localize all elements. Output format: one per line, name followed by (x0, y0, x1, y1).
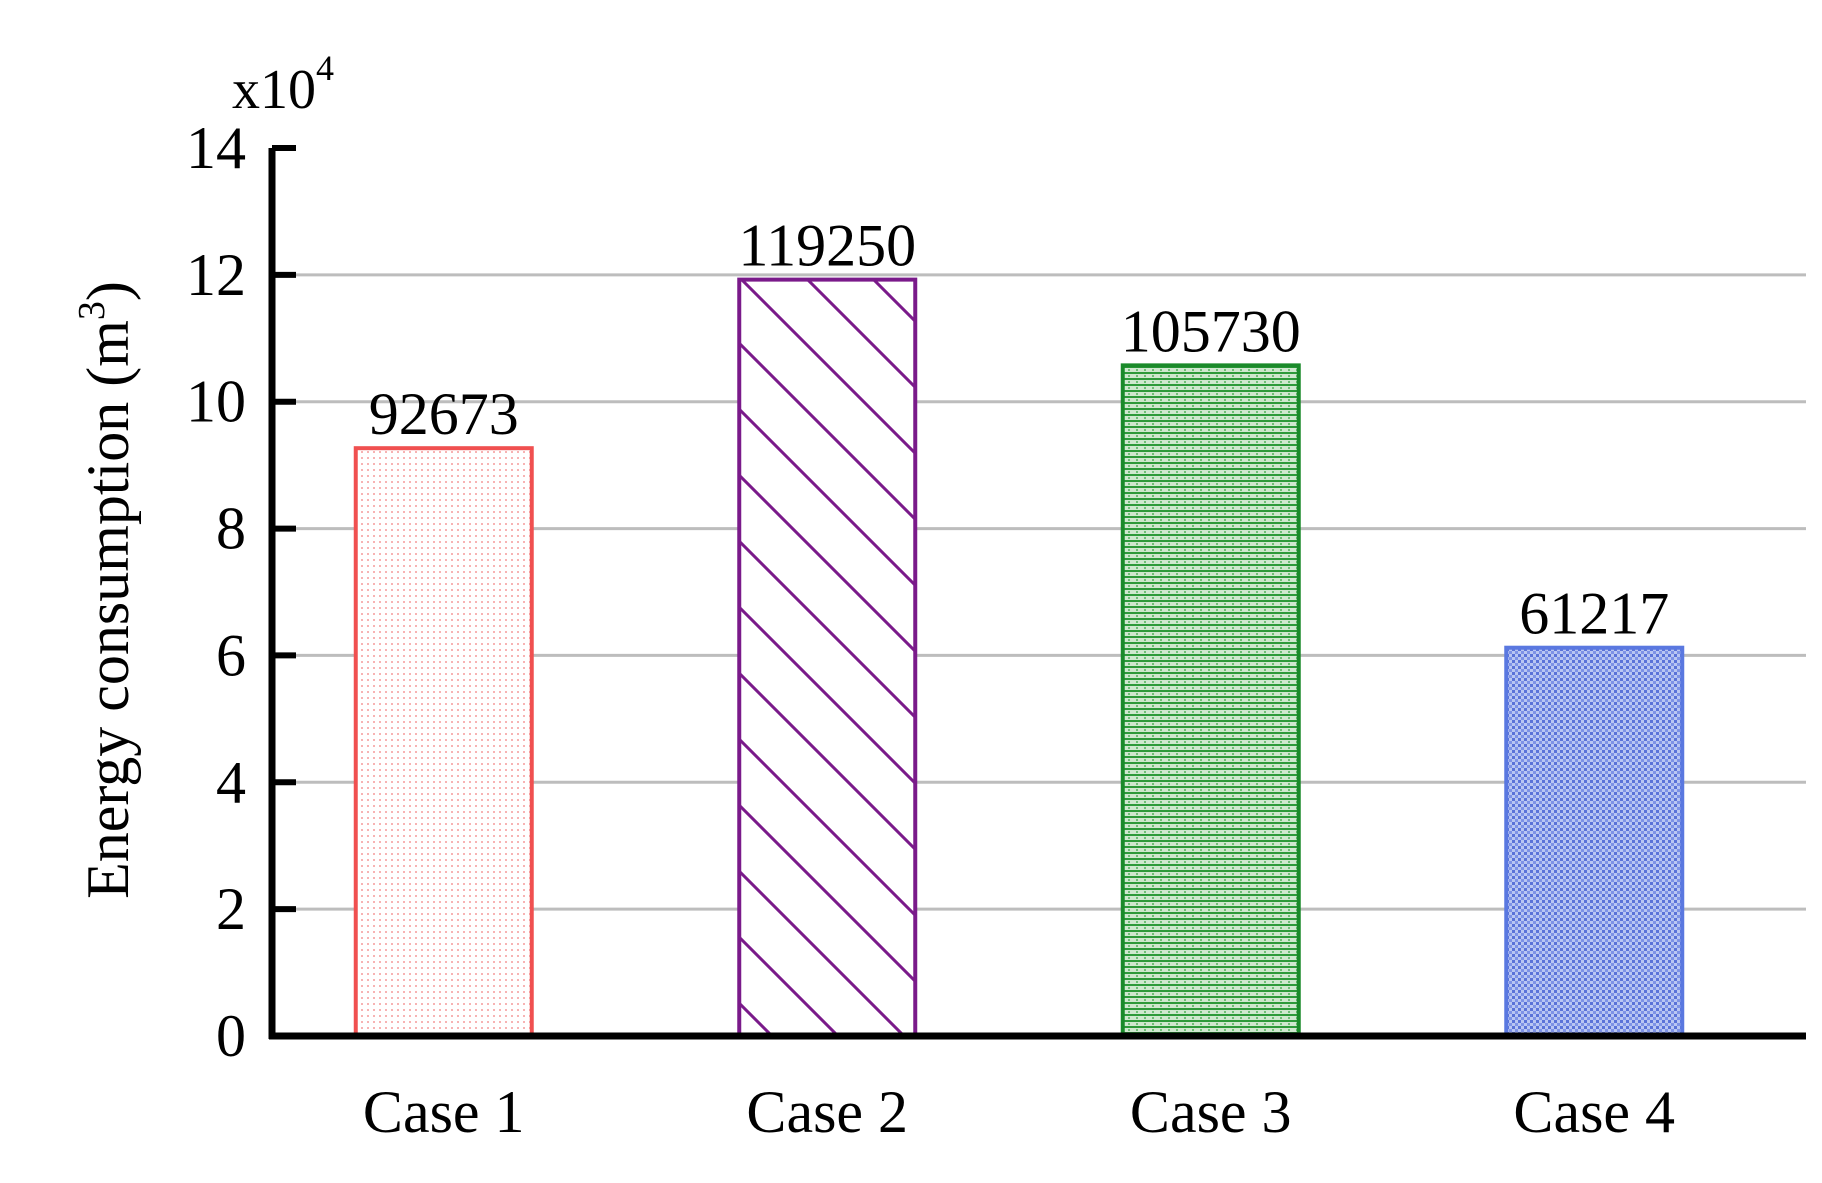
y-tick-label: 10 (186, 369, 246, 435)
y-tick-label: 6 (216, 622, 246, 688)
y-tick-labels: 0 2 4 6 8 10 12 14 (186, 115, 246, 1069)
y-tick-label: 12 (186, 242, 246, 308)
data-label-3: 105730 (1121, 298, 1301, 364)
x-tick-label: Case 2 (746, 1079, 908, 1145)
bars (353, 277, 1685, 1039)
x-tick-labels: Case 1 Case 2 Case 3 Case 4 (363, 1079, 1675, 1145)
y-tick-label: 14 (186, 115, 246, 181)
x-tick-label: Case 3 (1130, 1079, 1292, 1145)
y-scale-label: x104 (232, 48, 334, 121)
y-tick-label: 8 (216, 496, 246, 562)
bar-4 (1504, 645, 1685, 1038)
y-tick-label: 4 (216, 749, 246, 815)
bar-3 (1120, 363, 1301, 1039)
x-tick-label: Case 4 (1513, 1079, 1675, 1145)
y-axis-title: Energy consumption (m3) (71, 281, 141, 899)
data-label-2: 119250 (738, 213, 916, 279)
bar-1 (353, 446, 534, 1038)
data-label-1: 92673 (369, 381, 519, 447)
y-tick-label: 2 (216, 876, 246, 942)
y-tick-label: 0 (216, 1003, 246, 1069)
axes (268, 145, 1806, 1040)
x-tick-label: Case 1 (363, 1079, 525, 1145)
data-labels: 92673 119250 105730 61217 (369, 213, 1670, 647)
data-label-4: 61217 (1519, 581, 1669, 647)
bar-2 (737, 277, 918, 1039)
